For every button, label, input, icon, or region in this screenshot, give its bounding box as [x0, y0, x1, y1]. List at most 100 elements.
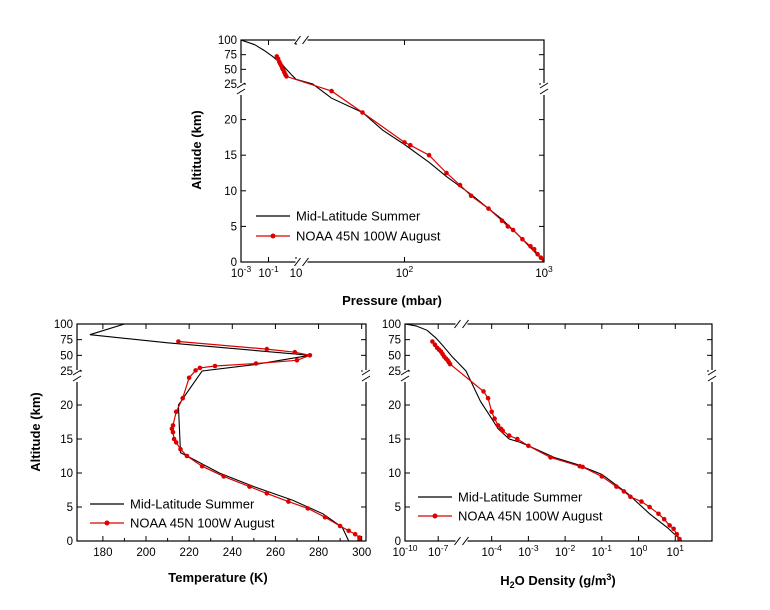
x-tick-label: 103 [535, 264, 553, 280]
plot-frame [240, 39, 545, 263]
data-point [170, 429, 176, 435]
x-tick-label: 101 [667, 543, 685, 559]
x-axis-label: Temperature (K) [168, 570, 267, 585]
y-tick-label: 5 [67, 502, 73, 514]
data-point [264, 491, 270, 496]
series-noaa-45n-100w-august [430, 339, 682, 541]
series-noaa-45n-100w-august [169, 339, 362, 541]
data-point [178, 446, 183, 452]
legend-label-noaa: NOAA 45N 100W August [458, 509, 603, 524]
y-tick-label: 5 [231, 221, 237, 233]
data-point [264, 346, 270, 352]
data-point [489, 409, 495, 415]
x-tick-label: 10-7 [428, 543, 449, 559]
data-point [520, 236, 525, 242]
series-line [405, 324, 683, 541]
y-axis-label: Altitude (km) [28, 392, 43, 471]
x-tick-label: 102 [396, 264, 414, 280]
x-tick-label: 10-4 [481, 543, 502, 559]
data-point [322, 514, 328, 520]
data-point [661, 516, 667, 522]
data-point [346, 528, 352, 534]
y-tick-label: 100 [54, 319, 73, 331]
y-axis-label: Altitude (km) [189, 110, 204, 189]
data-point [499, 218, 505, 223]
axis-break-mark [454, 319, 469, 329]
data-point [505, 224, 511, 229]
y-tick-label: 75 [224, 50, 237, 62]
axis-break-mark [454, 536, 469, 546]
data-point [247, 484, 252, 489]
data-point [193, 368, 198, 373]
data-point [171, 436, 177, 442]
data-point [468, 193, 474, 199]
y-tick-label: 20 [388, 400, 401, 412]
data-point [305, 506, 311, 511]
data-point [580, 464, 585, 470]
y-tick-label: 20 [60, 400, 73, 412]
y-tick-label: 25 [224, 79, 237, 91]
data-point [184, 453, 190, 459]
data-point [671, 526, 676, 532]
data-point [599, 474, 605, 479]
data-point [402, 140, 407, 145]
series-line [89, 324, 350, 541]
data-point [495, 423, 501, 428]
y-tick-label: 15 [60, 434, 73, 446]
x-tick-label: 180 [93, 547, 112, 559]
legend-marker-noaa [270, 233, 276, 239]
data-point [408, 142, 413, 148]
x-tick-label: 10-1 [592, 543, 613, 559]
data-point [677, 536, 682, 541]
axis-break-mark [707, 369, 717, 382]
data-point [614, 484, 619, 489]
data-point [485, 395, 491, 401]
data-point [639, 499, 644, 504]
axis-break-mark [72, 369, 82, 382]
data-point [352, 531, 358, 537]
x-tick-label: 10-1 [258, 264, 279, 280]
y-tick-label: 50 [224, 64, 237, 76]
data-point [548, 455, 553, 460]
legend-label-model: Mid-Latitude Summer [458, 490, 583, 505]
x-tick-label: 220 [180, 547, 199, 559]
data-point [294, 358, 300, 363]
axis-break-mark [400, 369, 410, 382]
data-point [621, 489, 627, 494]
x-axis-label: H2O Density (g/m3) [500, 572, 616, 590]
data-point [535, 251, 540, 257]
data-point [284, 74, 289, 79]
data-point [667, 523, 672, 528]
x-tick-label: 240 [223, 547, 242, 559]
data-point [538, 255, 544, 260]
data-point [357, 538, 362, 541]
y-tick-label: 15 [224, 150, 237, 162]
legend-marker-noaa [432, 513, 438, 519]
data-point [197, 365, 203, 371]
data-point [186, 375, 192, 381]
data-point [337, 523, 343, 529]
data-point [199, 463, 205, 469]
plot-frame [76, 323, 367, 542]
y-tick-label: 0 [67, 536, 73, 548]
legend-label-noaa: NOAA 45N 100W August [130, 516, 275, 531]
data-point [647, 504, 652, 510]
y-tick-label: 50 [388, 350, 401, 362]
x-tick-label: 10-2 [555, 543, 576, 559]
x-axis-label: Pressure (mbar) [342, 293, 442, 308]
y-tick-label: 5 [395, 502, 401, 514]
data-point [628, 494, 633, 500]
data-point [515, 436, 520, 442]
data-point [674, 531, 680, 537]
y-tick-label: 75 [60, 335, 73, 347]
axis-break-mark [294, 257, 309, 267]
data-point [492, 416, 497, 421]
y-tick-label: 100 [218, 35, 237, 47]
y-tick-label: 15 [388, 434, 401, 446]
axis-break-mark [236, 82, 246, 95]
data-point [360, 110, 365, 115]
series-mid-latitude-summer [405, 324, 683, 541]
axis-break-mark [539, 82, 549, 95]
